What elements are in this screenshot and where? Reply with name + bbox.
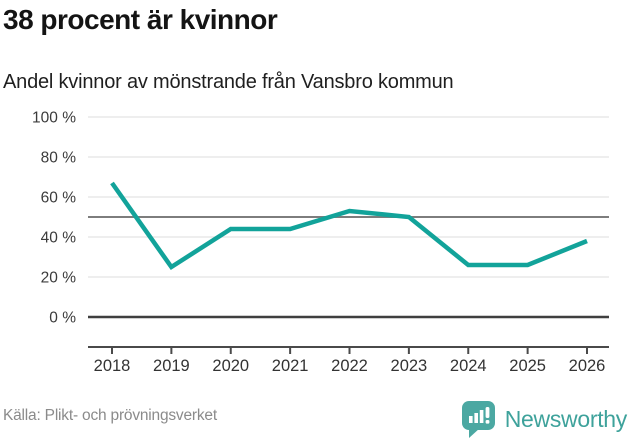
newsworthy-wordmark: Newsworthy [504,405,628,432]
chart-subtitle: Andel kvinnor av mönstrande från Vansbro… [3,71,454,93]
y-tick-label: 60 % [41,190,77,207]
x-tick-label: 2026 [569,357,606,375]
x-tick-label: 2019 [153,357,190,375]
x-tick-label: 2020 [212,357,249,375]
chart-title: 38 procent är kvinnor [3,4,278,35]
y-tick-label: 20 % [41,270,77,287]
x-tick-label: 2021 [272,357,309,375]
x-tick-label: 2023 [391,357,428,375]
line-chart: 0 % 20 % 40 % 60 % 80 % 100 % 2018 2019 2020 2021… [32,110,609,375]
data-series-line [110,181,588,271]
y-tick-label: 40 % [41,230,77,247]
newsworthy-logo[interactable]: Newsworthy [461,400,627,438]
source-note: Källa: Plikt- och prövningsverket [3,407,217,424]
y-tick-label: 100 % [32,110,76,127]
x-tick-label: 2025 [509,357,546,375]
x-tick-label: 2024 [450,357,487,375]
x-tick-label: 2018 [94,357,131,375]
y-tick-label: 80 % [41,150,77,167]
y-tick-label: 0 % [49,310,76,327]
newsworthy-badge-icon [461,401,495,438]
x-tick-label: 2022 [331,357,368,375]
